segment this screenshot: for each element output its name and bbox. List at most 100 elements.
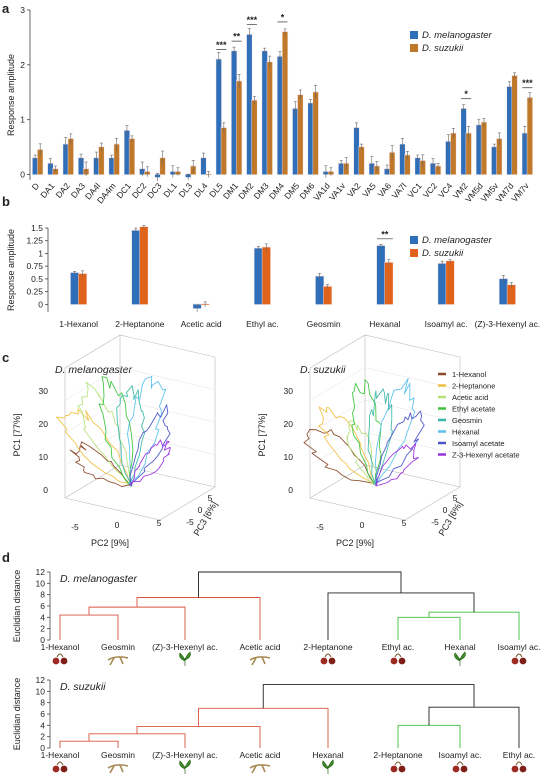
dendro-y-tick-label: 4: [40, 612, 45, 622]
pca-trajectory: [374, 410, 425, 486]
x-tick-label: D: [30, 181, 42, 192]
dendro-y-tick-label: 12: [36, 675, 46, 685]
dendro-leaf-label: Hexanal: [444, 642, 475, 652]
pca-trajectory: [375, 443, 419, 487]
pca-grid: [64, 367, 216, 401]
significance-marker: **: [233, 32, 241, 42]
legend-swatch: [410, 44, 418, 52]
dendro-link: [428, 706, 520, 748]
bar: [160, 158, 166, 175]
pca-z-label: PC3 [6%]: [192, 500, 220, 538]
y-axis-label: Response amplitude: [6, 229, 16, 311]
pca-legend-entry: 1-Hexanol: [452, 370, 487, 379]
x-tick-label: DM4: [267, 181, 286, 201]
root-icon: [249, 656, 271, 666]
pca-y-tick: 0: [43, 485, 48, 495]
x-tick-label: VA2: [345, 181, 363, 199]
pca-grid: [309, 399, 461, 434]
dendro-y-tick-label: 8: [40, 698, 45, 708]
pca-legend-entry: Isoamyl acetate: [452, 439, 505, 448]
legend-entry: D. melanogaster: [422, 235, 493, 246]
cherry-icon: [56, 761, 64, 766]
bar: [63, 144, 69, 175]
pca-legend-entry: Ethyl acetate: [452, 405, 495, 414]
x-tick-label: DL4: [192, 181, 210, 200]
cherry-icon: [52, 657, 60, 665]
pca-trajectory: [129, 439, 171, 487]
pca-plot-title: D. suzukii: [300, 364, 346, 376]
pca-y-tick: 20: [284, 419, 294, 429]
pca-z-tick: -5: [186, 517, 194, 527]
legend-swatch: [410, 236, 418, 244]
pca-trajectory: [346, 420, 377, 486]
significance-marker: ***: [216, 40, 227, 50]
dendro-leaf-label: (Z)-3-Hexenyl ac.: [152, 642, 218, 652]
panel-label-d: d: [2, 550, 10, 565]
cherry-icon: [460, 765, 468, 773]
x-tick-label: DL3: [177, 181, 195, 200]
pca-x-tick: -5: [71, 522, 79, 532]
dendro-y-tick-label: 0: [40, 743, 45, 753]
bar: [277, 56, 283, 175]
pca-y-tick: 0: [288, 485, 293, 495]
bar: [491, 147, 497, 175]
bar: [221, 127, 227, 175]
bar: [476, 125, 482, 175]
dendro-link: [262, 684, 475, 709]
bar: [512, 75, 518, 175]
pca-y-tick: 10: [39, 452, 49, 462]
x-tick-label: VC2: [421, 181, 439, 200]
dendro-link: [198, 571, 402, 598]
cherry-icon: [52, 765, 60, 773]
x-tick-label: 2-Heptanone: [115, 319, 164, 329]
dendro-leaf-label: 2-Heptanone: [373, 750, 422, 760]
leaf-icon: [454, 651, 466, 666]
pca-legend-entry: Hexanal: [452, 428, 480, 437]
bar: [438, 263, 447, 305]
bar: [262, 51, 268, 175]
bar: [404, 155, 410, 175]
pca-plot-title: D. melanogaster: [55, 364, 133, 376]
bar: [114, 144, 120, 175]
panel-label-c: c: [2, 350, 9, 365]
dendro-y-label: Euclidian distance: [12, 678, 22, 751]
legend-entry: D. melanogaster: [422, 30, 493, 41]
bar: [376, 245, 385, 305]
bar: [415, 158, 421, 175]
dendro-leaf-label: 2-Heptanone: [303, 642, 352, 652]
significance-marker: *: [281, 12, 285, 22]
dendro-y-tick-label: 6: [40, 601, 45, 611]
bar: [450, 133, 456, 175]
cherry-icon: [456, 761, 464, 766]
pca-grid: [64, 432, 216, 466]
bar: [496, 138, 502, 175]
dendro-leaf-label: 1-Hexanol: [41, 750, 80, 760]
pca-grid: [309, 367, 461, 401]
pca-x-tick: 5: [157, 518, 162, 528]
bar: [32, 158, 38, 175]
x-tick-label: Ethyl ac.: [246, 319, 279, 329]
bar: [399, 144, 405, 175]
bar: [430, 163, 436, 175]
bar: [308, 103, 314, 175]
bar: [139, 226, 148, 305]
cherry-icon: [452, 765, 460, 773]
bar: [254, 248, 263, 305]
bar: [315, 276, 324, 305]
pca-y-label: PC1 [77%]: [12, 413, 22, 456]
dendro-y-tick-label: 12: [36, 567, 46, 577]
leaf-icon: [179, 759, 191, 774]
bar: [93, 158, 99, 175]
bar: [338, 163, 344, 175]
pca-trajectory: [129, 404, 171, 486]
cherry-icon: [519, 657, 527, 665]
y-tick-label: 1: [38, 248, 43, 258]
cherry-icon: [390, 765, 398, 773]
cherry-icon: [511, 765, 519, 773]
bar: [446, 261, 455, 305]
bar: [445, 141, 451, 175]
panel-label-b: b: [2, 194, 10, 209]
